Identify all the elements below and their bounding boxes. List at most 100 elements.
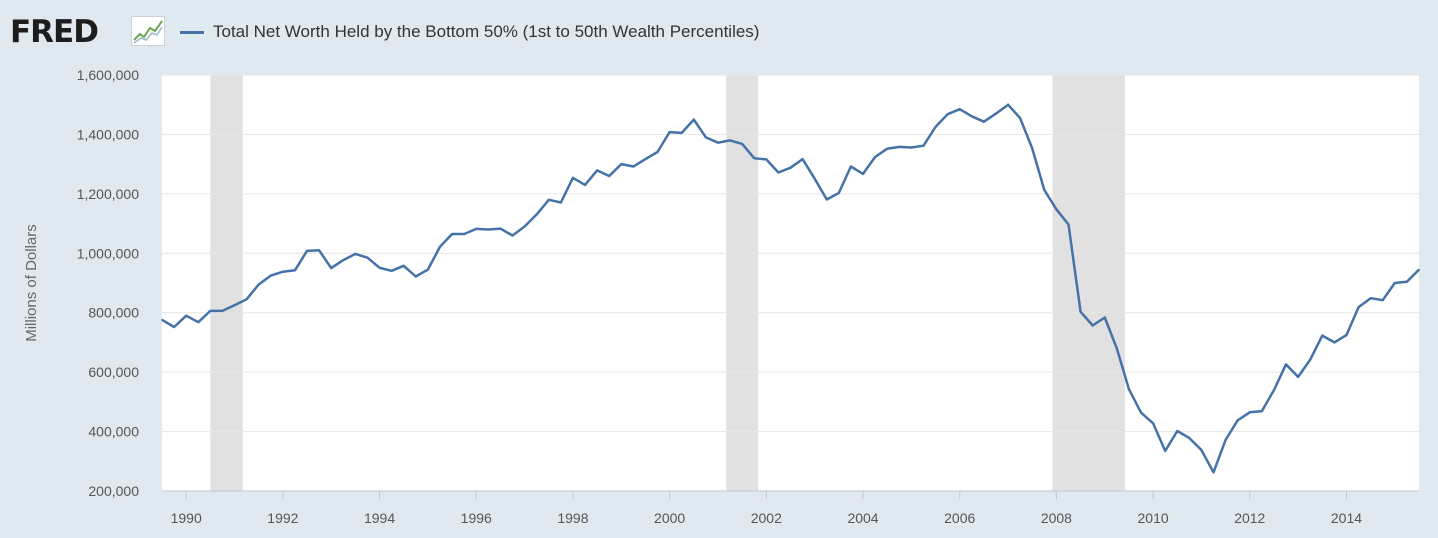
data-point <box>862 173 864 175</box>
data-point <box>838 192 840 194</box>
x-tick-label: 2000 <box>654 510 685 526</box>
data-point <box>644 158 647 160</box>
data-point <box>560 201 562 204</box>
data-point <box>801 158 804 160</box>
data-point <box>1103 316 1106 319</box>
data-point <box>668 131 671 133</box>
data-point <box>886 147 888 150</box>
data-point <box>378 267 381 269</box>
data-point <box>1128 388 1130 390</box>
data-point <box>1261 410 1263 412</box>
data-point <box>366 256 369 259</box>
data-point <box>1079 311 1082 313</box>
data-point <box>705 136 707 139</box>
data-point <box>777 171 780 174</box>
legend-label: Total Net Worth Held by the Bottom 50% (… <box>213 22 760 41</box>
data-point <box>970 115 973 118</box>
data-point <box>1116 347 1118 350</box>
x-tick-label: 2008 <box>1041 510 1072 526</box>
y-tick-label: 1,200,000 <box>77 186 139 202</box>
data-point <box>1067 223 1070 226</box>
fred-logo[interactable]: FRED <box>10 14 99 50</box>
x-tick-label: 1996 <box>461 510 492 526</box>
data-point <box>983 120 985 123</box>
x-axis-ticks: 1990 1992 1994 1996 1998 2000 2002 2004 2006 2008… <box>171 491 1362 526</box>
data-point <box>1394 282 1396 284</box>
legend-line-swatch <box>180 30 204 34</box>
legend[interactable]: Total Net Worth Held by the Bottom 50% (… <box>180 19 759 45</box>
data-point <box>656 151 659 153</box>
data-point <box>1043 189 1046 191</box>
data-point <box>221 310 224 312</box>
data-point <box>1031 147 1034 150</box>
data-point <box>547 199 550 201</box>
y-tick-label: 1,000,000 <box>77 245 139 261</box>
data-point <box>1406 281 1408 283</box>
y-tick-label: 400,000 <box>88 424 139 440</box>
data-point <box>354 253 357 255</box>
series-layer <box>161 103 1420 474</box>
recession-band-1 <box>726 75 759 491</box>
data-point <box>874 156 876 158</box>
data-point <box>330 267 333 269</box>
x-tick-label: 1994 <box>364 510 395 526</box>
data-point <box>535 213 538 216</box>
data-point <box>717 141 719 144</box>
data-point <box>269 274 272 277</box>
y-axis-ticks: 200,000 400,000 600,000 800,000 1,000,000 1,2… <box>77 67 140 499</box>
data-point <box>789 166 792 169</box>
data-point <box>1019 117 1021 119</box>
data-point <box>693 118 695 121</box>
data-point <box>427 268 429 271</box>
data-point <box>1236 419 1239 422</box>
data-point <box>1273 389 1275 391</box>
plot-area <box>162 75 1419 491</box>
grid-lines <box>162 74 1419 433</box>
data-point <box>402 264 405 267</box>
data-point <box>1224 439 1227 441</box>
data-point <box>753 157 756 159</box>
data-point <box>523 225 526 228</box>
y-tick-label: 600,000 <box>88 364 139 380</box>
data-point <box>511 234 514 237</box>
x-tick-label: 2006 <box>944 510 975 526</box>
data-point <box>1188 437 1191 439</box>
data-point <box>1007 103 1009 106</box>
x-tick-label: 2010 <box>1138 510 1169 526</box>
data-point <box>765 158 768 161</box>
data-point <box>632 165 635 168</box>
data-point <box>1345 334 1348 336</box>
data-point <box>209 310 212 312</box>
data-point <box>318 249 320 252</box>
data-point <box>1248 411 1251 414</box>
data-point <box>257 283 260 286</box>
data-point <box>1091 324 1094 327</box>
data-point <box>825 198 828 201</box>
x-tick-label: 2004 <box>847 510 878 526</box>
data-point <box>995 112 997 115</box>
data-point <box>813 177 816 180</box>
data-point <box>161 319 163 321</box>
data-point <box>1212 471 1215 474</box>
data-point <box>729 139 731 142</box>
data-point <box>390 270 393 272</box>
data-point <box>1369 297 1372 299</box>
data-point <box>1418 268 1420 271</box>
data-point <box>596 169 598 172</box>
data-point <box>620 163 623 165</box>
y-tick-label: 800,000 <box>88 305 139 321</box>
data-point <box>173 326 175 328</box>
chart-header: FRED Total Net Worth Held by the Bottom … <box>0 0 1438 66</box>
data-point <box>185 314 187 317</box>
data-point <box>245 298 248 301</box>
data-point <box>439 245 441 248</box>
x-tick-label: 1990 <box>171 510 202 526</box>
data-point <box>1055 208 1058 211</box>
data-point <box>572 177 574 179</box>
data-point <box>1140 411 1142 414</box>
data-point <box>294 269 296 272</box>
x-tick-label: 1992 <box>267 510 298 526</box>
y-tick-label: 1,400,000 <box>77 126 139 142</box>
data-point <box>1357 306 1360 308</box>
